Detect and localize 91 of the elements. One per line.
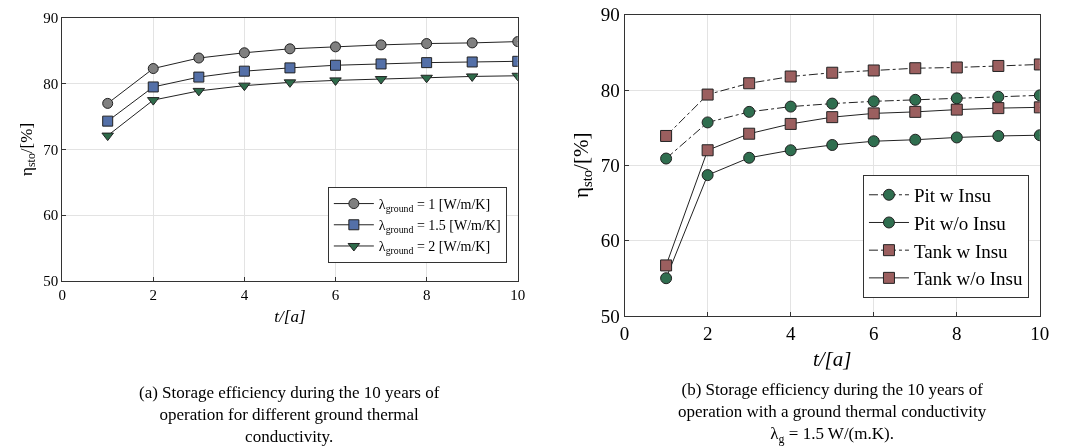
point	[147, 63, 159, 75]
point	[193, 71, 205, 83]
y-tick-label: 80	[43, 75, 59, 92]
x-tick-label: 8	[422, 286, 431, 303]
point	[909, 62, 922, 75]
legend-label: λ$_{ground}$ = 2 [W/m/K]	[378, 239, 491, 257]
legend-label: Pit w/o Insu	[913, 212, 1007, 234]
point	[743, 127, 756, 140]
point	[102, 115, 114, 127]
x-tick-label: 10	[510, 286, 526, 303]
point	[950, 92, 963, 105]
y-tick-label: 70	[43, 141, 59, 158]
point	[743, 105, 756, 118]
point	[867, 135, 880, 148]
x-tick-label: 10	[1030, 322, 1050, 344]
point	[701, 88, 714, 101]
point	[101, 132, 114, 142]
point	[238, 82, 251, 92]
legend-label: Tank w Insu	[913, 240, 1009, 262]
legend-label: Pit w Insu	[913, 185, 992, 207]
point	[867, 64, 880, 77]
point	[375, 39, 387, 51]
point	[421, 38, 433, 50]
y-tick-label: 60	[43, 207, 59, 224]
x-tick-label: 0	[58, 286, 66, 303]
point	[950, 131, 963, 144]
point	[330, 59, 341, 71]
point	[826, 111, 839, 124]
x-tick-label: 4	[785, 322, 796, 344]
point	[992, 129, 1005, 142]
point	[909, 133, 922, 146]
point	[193, 52, 205, 64]
point	[330, 41, 341, 53]
point	[660, 272, 673, 285]
point	[909, 105, 922, 118]
point	[238, 65, 250, 77]
point	[950, 103, 963, 116]
point	[147, 81, 159, 93]
point	[909, 93, 922, 106]
point	[784, 117, 797, 130]
x-tick-label: 6	[331, 286, 340, 303]
point	[284, 43, 296, 55]
y-tick-label: 90	[600, 4, 620, 26]
point	[826, 97, 839, 110]
x-tick-label: 4	[240, 286, 249, 303]
point	[102, 97, 114, 109]
point	[660, 152, 673, 165]
y-tick-label: 60	[600, 230, 620, 252]
point	[660, 259, 673, 272]
x-tick-label: 2	[149, 286, 157, 303]
y-tick-label: 50	[600, 305, 620, 327]
point	[701, 116, 714, 129]
point	[420, 74, 433, 84]
legend-label: λ$_{ground}$ = 1.5 [W/m/K]	[378, 218, 501, 236]
point	[284, 62, 296, 74]
y-tick-label: 70	[600, 154, 620, 176]
point	[784, 70, 797, 83]
point	[992, 102, 1005, 115]
point	[867, 107, 880, 120]
point	[950, 61, 963, 74]
point	[375, 58, 387, 70]
x-tick-label: 6	[868, 322, 879, 344]
point	[238, 47, 250, 59]
point	[701, 144, 714, 157]
point	[421, 57, 433, 69]
point	[660, 129, 673, 142]
text: (b) Storage efficiency during the 10 years of operation with a ground thermal conductivity λ$_{g}$ = 1.5 W/(m.K).	[678, 380, 987, 446]
point	[867, 95, 880, 108]
point	[826, 66, 839, 79]
y-tick-label: 90	[43, 10, 59, 27]
x-axis-title: t/[a]	[812, 346, 852, 371]
point	[992, 59, 1005, 72]
text: (a) Storage efficiency during the 10 years of operation for different ground thermal conductivity.	[139, 383, 440, 447]
y-tick-label: 80	[600, 79, 620, 101]
point	[192, 87, 206, 97]
x-tick-label: 0	[619, 322, 630, 344]
point	[701, 169, 714, 182]
point	[784, 144, 797, 157]
point	[784, 100, 797, 113]
x-axis-title: t/[a]	[274, 307, 306, 327]
point	[743, 151, 756, 164]
point	[466, 37, 478, 49]
legend-label: Tank w/o Insu	[913, 268, 1023, 290]
point	[992, 90, 1005, 103]
x-tick-label: 2	[702, 322, 713, 344]
legend-label: λ$_{ground}$ = 1 [W/m/K]	[378, 197, 491, 214]
point	[743, 77, 756, 90]
point	[826, 138, 839, 151]
y-tick-label: 50	[43, 273, 59, 290]
x-tick-label: 8	[952, 322, 962, 344]
point	[466, 56, 478, 68]
